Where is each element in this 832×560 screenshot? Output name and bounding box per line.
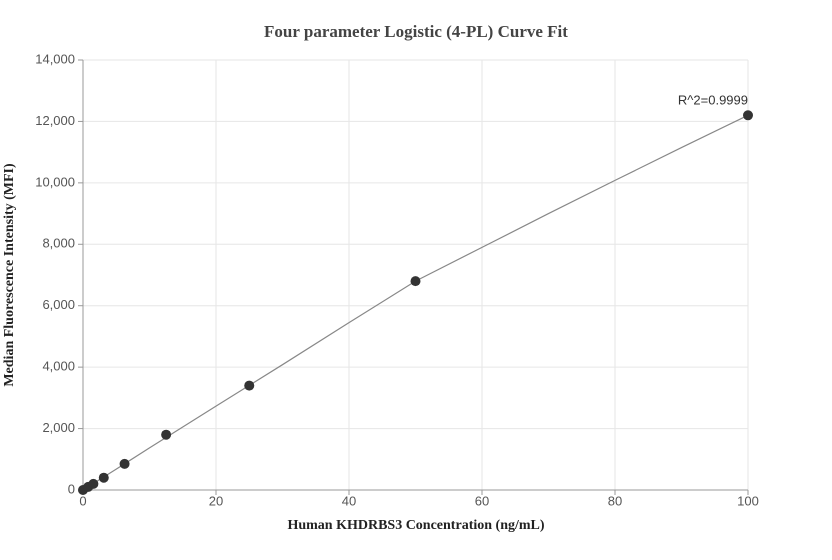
y-tick-label: 8,000 <box>42 236 75 251</box>
data-point <box>98 472 109 483</box>
y-tick-label: 2,000 <box>42 420 75 435</box>
x-axis-label: Human KHDRBS3 Concentration (ng/mL) <box>287 518 544 533</box>
y-tick-label: 6,000 <box>42 297 75 312</box>
y-tick-label: 12,000 <box>35 113 75 128</box>
x-tick-label: 100 <box>737 493 759 508</box>
x-tick-label: 20 <box>209 493 223 508</box>
y-tick-label: 0 <box>68 481 75 496</box>
data-point <box>88 478 99 489</box>
data-point <box>410 276 421 287</box>
fit-curve <box>82 114 749 491</box>
y-tick-label: 4,000 <box>42 359 75 374</box>
x-tick-label: 60 <box>475 493 489 508</box>
y-axis-label: Median Fluorescence Intensity (MFI) <box>2 163 17 387</box>
y-tick-label: 10,000 <box>35 174 75 189</box>
data-point <box>161 429 172 440</box>
data-point <box>743 110 753 121</box>
x-tick-label: 0 <box>79 493 86 508</box>
x-tick-label: 40 <box>342 493 356 508</box>
annotation: R^2=0.9999 <box>678 93 748 108</box>
chart-title: Four parameter Logistic (4-PL) Curve Fit <box>264 22 568 41</box>
x-tick-label: 80 <box>608 493 622 508</box>
data-point <box>119 458 130 469</box>
y-tick-label: 14,000 <box>35 51 75 66</box>
data-point <box>244 380 255 391</box>
